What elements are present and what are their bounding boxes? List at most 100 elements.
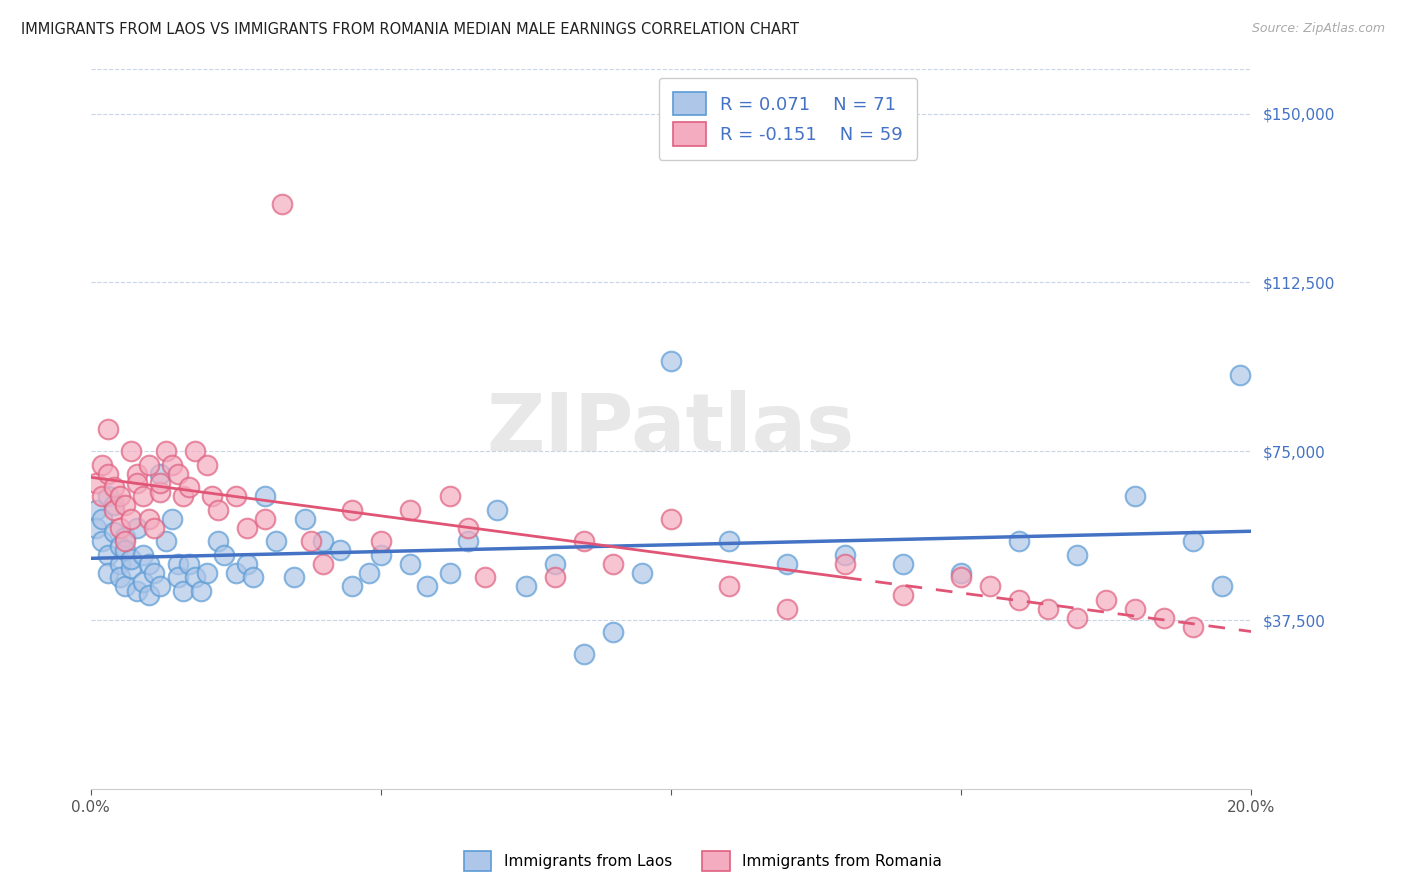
Point [294, 512, 316, 526]
Point [138, 557, 160, 571]
Point [236, 521, 259, 535]
Point [97, 548, 120, 562]
Point [108, 521, 131, 535]
Point [149, 484, 172, 499]
Point [266, 534, 288, 549]
Point [950, 570, 973, 584]
Point [132, 548, 155, 562]
Point [207, 534, 229, 549]
Point [132, 574, 155, 589]
Point [631, 566, 654, 580]
Point [103, 525, 125, 540]
Point [120, 444, 142, 458]
Point [97, 422, 120, 436]
Point [485, 503, 508, 517]
Point [103, 480, 125, 494]
Point [184, 444, 207, 458]
Point [1008, 534, 1031, 549]
Point [138, 458, 160, 472]
Point [179, 480, 201, 494]
Point [172, 584, 194, 599]
Point [776, 602, 799, 616]
Point [143, 521, 166, 535]
Point [225, 489, 247, 503]
Point [439, 566, 461, 580]
Point [1153, 611, 1175, 625]
Point [544, 570, 567, 584]
Point [195, 458, 218, 472]
Point [457, 534, 479, 549]
Point [659, 512, 682, 526]
Point [120, 561, 142, 575]
Point [166, 557, 188, 571]
Point [132, 489, 155, 503]
Point [114, 543, 136, 558]
Point [271, 196, 294, 211]
Point [201, 489, 224, 503]
Point [439, 489, 461, 503]
Point [207, 503, 229, 517]
Point [1036, 602, 1059, 616]
Text: IMMIGRANTS FROM LAOS VS IMMIGRANTS FROM ROMANIA MEDIAN MALE EARNINGS CORRELATION: IMMIGRANTS FROM LAOS VS IMMIGRANTS FROM … [21, 22, 799, 37]
Point [1066, 548, 1088, 562]
Point [166, 467, 188, 481]
Point [225, 566, 247, 580]
Point [329, 543, 352, 558]
Point [103, 503, 125, 517]
Point [149, 579, 172, 593]
Point [86, 503, 108, 517]
Point [474, 570, 496, 584]
Point [114, 534, 136, 549]
Point [834, 548, 856, 562]
Point [544, 557, 567, 571]
Legend: Immigrants from Laos, Immigrants from Romania: Immigrants from Laos, Immigrants from Ro… [454, 842, 952, 880]
Point [370, 548, 392, 562]
Point [398, 503, 420, 517]
Text: ZIPatlas: ZIPatlas [486, 390, 855, 467]
Point [179, 557, 201, 571]
Point [1182, 620, 1205, 634]
Point [891, 589, 914, 603]
Point [108, 539, 131, 553]
Point [950, 566, 973, 580]
Point [160, 512, 183, 526]
Point [103, 499, 125, 513]
Point [138, 589, 160, 603]
Point [190, 584, 212, 599]
Point [184, 570, 207, 584]
Point [834, 557, 856, 571]
Point [398, 557, 420, 571]
Point [91, 489, 114, 503]
Point [370, 534, 392, 549]
Point [166, 570, 188, 584]
Point [149, 475, 172, 490]
Point [340, 503, 363, 517]
Point [602, 624, 624, 639]
Point [91, 534, 114, 549]
Point [1182, 534, 1205, 549]
Point [120, 552, 142, 566]
Point [457, 521, 479, 535]
Point [242, 570, 264, 584]
Point [155, 444, 177, 458]
Point [416, 579, 439, 593]
Point [212, 548, 235, 562]
Point [155, 534, 177, 549]
Point [97, 566, 120, 580]
Legend: R = 0.071    N = 71, R = -0.151    N = 59: R = 0.071 N = 71, R = -0.151 N = 59 [658, 78, 917, 160]
Text: Source: ZipAtlas.com: Source: ZipAtlas.com [1251, 22, 1385, 36]
Point [125, 521, 148, 535]
Point [125, 475, 148, 490]
Point [149, 467, 172, 481]
Point [1008, 593, 1031, 607]
Point [125, 584, 148, 599]
Point [1066, 611, 1088, 625]
Point [143, 566, 166, 580]
Point [1095, 593, 1118, 607]
Point [253, 489, 276, 503]
Point [572, 647, 595, 661]
Point [359, 566, 381, 580]
Point [195, 566, 218, 580]
Point [572, 534, 595, 549]
Point [979, 579, 1001, 593]
